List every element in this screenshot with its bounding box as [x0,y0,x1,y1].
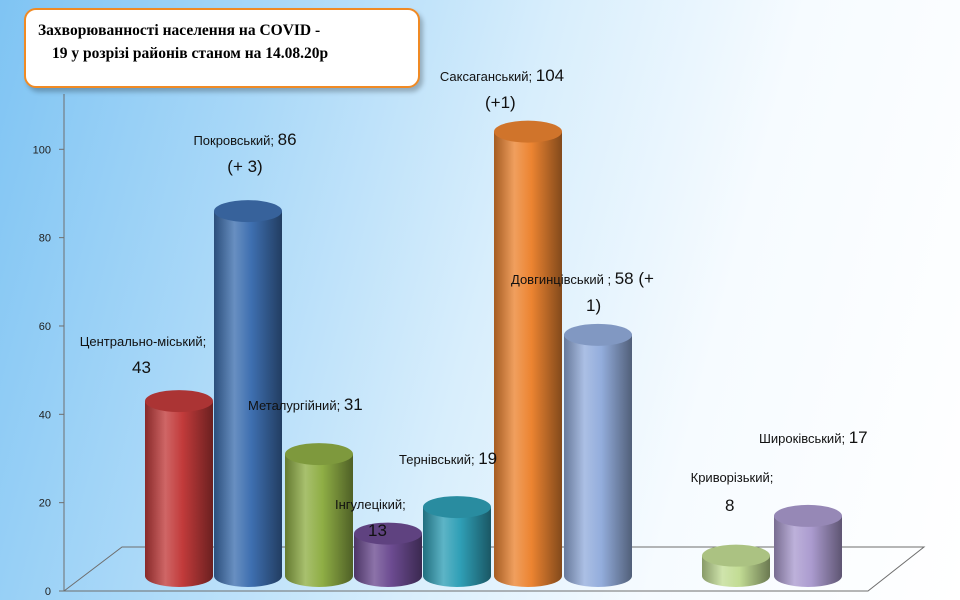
bar-top [774,504,842,527]
bar [702,544,770,587]
bar [354,522,422,587]
bar-top [145,390,213,413]
data-label-pokrovskyi: Покровський; 86 (+ 3) [170,127,320,180]
y-tick-label: 60 [39,321,51,333]
data-label-value: 86 [277,130,297,149]
bar [494,120,562,587]
y-tick-label: 20 [39,498,51,510]
bar-body [285,454,353,587]
data-label-name: Широківський; [759,431,849,446]
chart-title-line-1: Захворюванності населення на COVID - [38,22,321,39]
bar-body [145,401,213,587]
bar-body [564,334,632,587]
bar [214,200,282,587]
data-label-name: Довгинцівський ; [511,272,615,287]
data-label-name: Металургійний; [248,398,344,413]
bar-top [285,443,353,466]
data-label-value: 13 [368,521,387,540]
data-label-value: 43 [132,358,151,377]
data-label-inhuletskyi: Інгулецікий; 13 [335,492,406,544]
y-tick-label: 0 [45,586,51,598]
bar-body [494,131,562,587]
y-tick-label: 100 [33,144,51,156]
data-label-value: 17 [848,428,868,447]
bar-top [423,496,491,519]
data-label-change: (+ 3) [227,157,263,176]
data-label-kryvorizkyi: Криворізький; 8 [669,465,795,519]
bar [423,496,491,587]
bar-body [423,507,491,587]
bar [145,390,213,587]
data-label-metalurhiinyi: Металургійний; 31 [248,392,363,419]
data-label-dovhyntsivskyi: Довгинцівський ; 58 (+ 1) [511,266,654,319]
bar-body [774,515,842,587]
data-label-name: Тернівський; [399,452,479,467]
data-label-change: 1) [586,296,602,315]
bar-body [214,211,282,587]
data-label-value: 31 [343,395,363,414]
data-label-shyrokivskyi: Широківський; 17 [759,425,868,452]
bar [774,504,842,587]
bar-body [354,533,422,587]
bar-top [702,544,770,567]
data-label-value: 19 [478,449,498,468]
data-label-name: Саксаганський; [439,69,536,84]
data-label-name: Покровський; [193,133,278,148]
data-label-saksahanskyi: Саксаганський; 104 (+1) [427,63,577,116]
data-label-centralno-miskyi: Центрально-міський; 43 [68,329,218,381]
data-label-value: 58 (+ [614,269,654,288]
data-label-name: Інгулецікий; [335,497,406,512]
bar [285,443,353,587]
chart-title-line-2: 19 у розрізі районів станом на 14.08.20р [52,45,329,62]
chart-title-box: Захворюванності населення на COVID - 19 … [24,8,420,88]
bar-top [354,522,422,545]
data-label-value: 8 [725,496,735,515]
y-tick-label: 40 [39,409,51,421]
bar-top [564,323,632,346]
chart-floor [62,546,926,592]
data-label-name: Криворізький; [690,470,774,485]
y-tick-label: 80 [39,233,51,245]
data-label-ternivskyi: Тернівський; 19 [399,446,497,473]
data-label-name: Центрально-міський; [79,334,207,349]
data-label-value: 104 [535,66,565,85]
bar [564,323,632,587]
bar-top [214,200,282,223]
data-label-change: (+1) [485,93,516,112]
bar-top [494,120,562,143]
